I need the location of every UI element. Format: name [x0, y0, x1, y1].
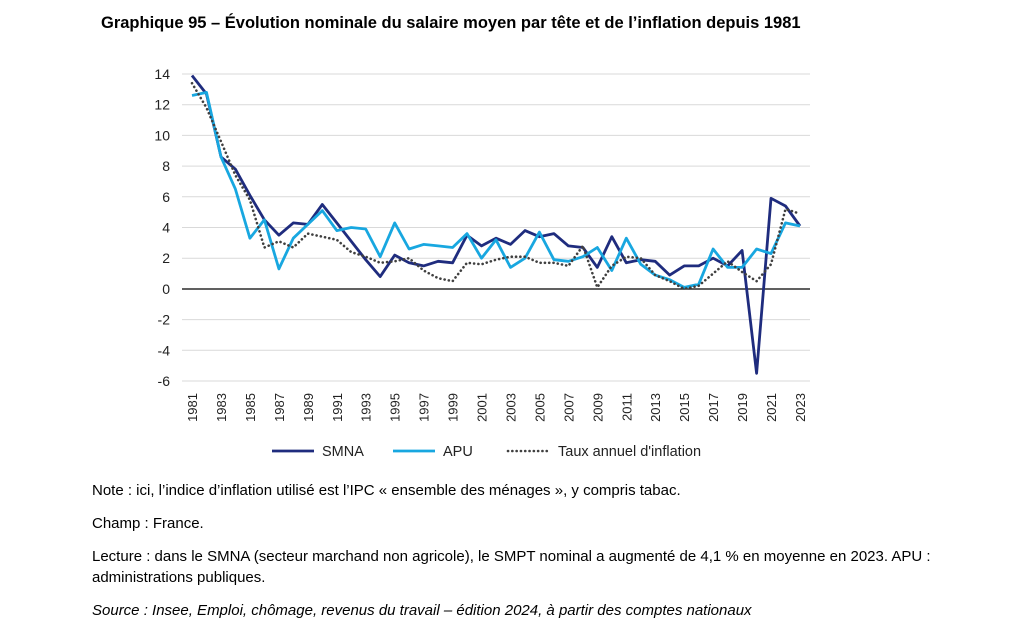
legend-label: APU	[443, 444, 473, 460]
y-axis-tick-labels: 14 12 10 8 6 4 2 0 -2 -4 -6	[154, 66, 170, 389]
y-tick-label: -6	[158, 373, 171, 389]
x-tick-label: 1997	[417, 393, 432, 422]
source-text: Source : Insee, Emploi, chômage, revenus…	[92, 602, 752, 619]
x-tick-label: 2021	[764, 393, 779, 422]
y-tick-label: 10	[154, 127, 170, 143]
legend: SMNA APU Taux annuel d'inflation	[272, 444, 701, 460]
x-tick-label: 2023	[793, 393, 808, 422]
y-tick-label: -2	[158, 312, 171, 328]
note-text: Note : ici, l’indice d’inflation utilisé…	[92, 482, 681, 499]
gridlines	[182, 73, 810, 382]
x-tick-label: 2015	[677, 393, 692, 422]
x-tick-label: 1995	[388, 393, 403, 422]
legend-label: Taux annuel d'inflation	[558, 444, 701, 460]
x-tick-label: 1989	[301, 393, 316, 422]
y-tick-label: 12	[154, 97, 170, 113]
x-tick-label: 2005	[532, 393, 547, 422]
x-tick-label: 2013	[648, 393, 663, 422]
y-tick-label: 2	[162, 250, 170, 266]
x-tick-label: 1999	[446, 393, 461, 422]
series-line-1	[191, 91, 801, 289]
y-tick-label: 14	[154, 66, 170, 82]
y-tick-label: 8	[162, 158, 170, 174]
y-tick-label: 6	[162, 189, 170, 205]
x-tick-label: 1993	[359, 393, 374, 422]
x-tick-label: 1981	[185, 393, 200, 422]
legend-label: SMNA	[322, 444, 364, 460]
x-axis-tick-labels: 1981 1983 1985 1987 1989 1991 1993 1995 1997 1999…	[185, 393, 808, 422]
series-line-0	[190, 74, 802, 375]
x-tick-label: 2011	[619, 393, 634, 421]
x-tick-label: 2003	[503, 393, 518, 422]
x-tick-label: 1987	[272, 393, 287, 422]
y-tick-label: 4	[162, 220, 170, 236]
series-line-2	[190, 81, 802, 291]
x-tick-label: 2001	[475, 393, 490, 422]
x-tick-label: 1985	[243, 393, 258, 422]
champ-text: Champ : France.	[92, 515, 204, 532]
x-tick-label: 2017	[706, 393, 721, 422]
x-tick-label: 1991	[330, 393, 345, 422]
lecture-text: Lecture : dans le SMNA (secteur marchand…	[92, 548, 931, 586]
x-tick-label: 2019	[735, 393, 750, 422]
chart-title: Graphique 95 – Évolution nominale du sal…	[101, 14, 801, 32]
x-tick-label: 2009	[590, 393, 605, 422]
y-tick-label: 0	[162, 281, 170, 297]
notes-block: Note : ici, l’indice d’inflation utilisé…	[92, 480, 952, 633]
x-tick-label: 1983	[214, 393, 229, 422]
series-lines	[190, 74, 802, 375]
x-tick-label: 2007	[561, 393, 576, 422]
y-tick-label: -4	[158, 342, 171, 358]
